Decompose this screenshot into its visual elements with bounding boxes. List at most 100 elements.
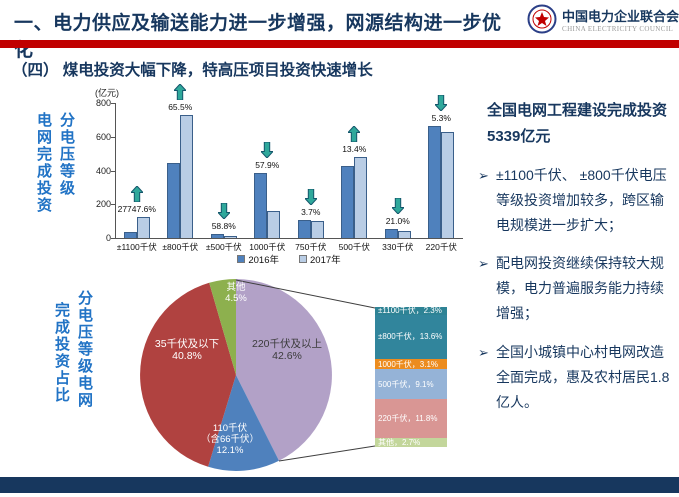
y-tick-label: 600 [95,131,111,142]
y-tick-label: 0 [105,233,111,243]
change-label: 13.4% [342,143,367,154]
bar-2017 [354,156,368,238]
x-category-label: 500千伏 [338,242,370,252]
bar-2017 [267,210,281,238]
stack-segment-label: ±800千伏，13.6% [378,332,443,342]
pie-chart [140,278,376,471]
pie-chart-figure [120,275,470,475]
y-tick-mark [111,136,115,138]
pie-slice-35千伏及以下 [140,282,236,467]
pie-slice-110千伏含66千伏 [208,375,279,471]
change-arrow-down-icon [303,188,318,207]
bullet-arrow-icon: ➢ [478,344,489,360]
page-title: 一、电力供应及输送能力进一步增强，网源结构进一步优化 [14,13,502,61]
summary-bullet-1-text: ±1100千伏、 ±800千伏电压等级投资增加较多，跨区输电规模进一步扩大； [496,166,667,233]
callout-line-bottom [278,445,376,462]
stack-segment: 500千伏，9.1% [375,369,447,400]
x-category-label: ±800千伏 [162,242,199,252]
y-tick-mark [111,238,115,239]
bar-group-±800千伏: 65.5% ±800千伏 [159,83,203,252]
bar-group-220千伏: 5.3% 220千伏 [420,86,464,252]
summary-bullet-2-text: 配电网投资继续保持较大规模，电力普遍服务能力持续增强； [496,255,664,322]
header-divider [0,40,679,48]
change-label: 3.7% [301,207,321,218]
bar-group-±1100千伏: 27747.6% ±1100千伏 [115,86,159,252]
change-arrow-down-icon [216,202,231,220]
stack-segment-label: 其他，2.7% [378,438,421,448]
pie-slice-220千伏及以上 [236,279,332,461]
bar-2016 [297,220,311,238]
bar-group-±500千伏: 58.8% ±500千伏 [202,86,246,252]
bar-2016 [428,125,442,238]
bar-group-750千伏: 3.7% 750千伏 [289,86,333,252]
y-axis-line [115,103,116,238]
org-logo: 中国电力企业联合会 CHINA ELECTRICITY COUNCIL [527,4,679,34]
stack-segment: 220千伏，11.8% [375,399,447,439]
change-label: 65.5% [168,101,193,112]
investment-bar-chart: (亿元) 2016年 2017年 0 200 400 600 800 27747.6% ±1… [85,83,480,278]
footer-bar [0,477,679,493]
change-arrow-up-icon [173,83,188,101]
bar-2016 [254,173,268,238]
bar-chart-side-label-col2: 分电压等级 [58,112,75,197]
x-category-label: 220千伏 [425,242,457,252]
bullet-arrow-icon: ➢ [478,256,489,272]
y-tick-mark [111,204,115,206]
pie-chart-side-label-col1: 完成投资占比 [53,302,70,404]
pie-label-110kv: 110千伏 （含66千伏） 12.1% [200,423,260,456]
org-name-cn: 中国电力企业联合会 [562,8,679,24]
stack-segment: ±1100千伏，2.3% [375,306,447,316]
x-category-label: 750千伏 [295,242,327,252]
x-axis-line [115,238,463,239]
legend-swatch-2016 [237,255,246,263]
stack-segment-label: 220千伏，11.8% [378,414,438,424]
cec-logo-icon [527,4,557,34]
change-arrow-down-icon [260,141,275,159]
bar-2017 [397,230,411,238]
change-arrow-down-icon [434,94,449,112]
bar-2016 [123,232,137,238]
org-name: 中国电力企业联合会 CHINA ELECTRICITY COUNCIL [562,6,679,33]
bar-2016 [341,166,355,238]
stack-segment-label: ±1100千伏，2.3% [378,306,442,316]
change-label: 58.8% [211,220,236,231]
y-tick-mark [111,103,115,104]
section-subtitle: （四） 煤电投资大幅下降，特高压项目投资快速增长 [12,62,373,79]
summary-bullet-3: ➢ 全国小城镇中心村电网改造全面完成，惠及农村居民1.8亿人。 [478,340,674,416]
bar-2016 [210,233,224,238]
bar-2017 [180,114,194,238]
stack-segment-label: 1000千伏，3.1% [378,359,439,369]
bullet-arrow-icon: ➢ [478,167,489,183]
y-tick-label: 400 [95,165,111,176]
bar-2017 [310,220,324,238]
legend-swatch-2017 [299,255,307,263]
bar-2016 [167,162,181,238]
pie-label-220kv-above: 220千伏及以上 42.6% [251,338,323,363]
stack-segment-label: 500千伏，9.1% [378,379,434,389]
change-arrow-up-icon [347,124,362,143]
pie-label-35kv-below: 35千伏及以下 40.8% [154,338,220,363]
change-label: 21.0% [385,215,410,226]
change-label: 57.9% [255,160,280,171]
x-category-label: 1000千伏 [249,242,286,252]
change-label: 5.3% [431,112,451,123]
bar-chart-legend: 2016年 2017年 [115,252,463,266]
bar-group-500千伏: 13.4% 500千伏 [333,86,377,252]
summary-title: 全国电网工程建设完成投资5339亿元 [487,102,668,146]
pie-slice-其他 [209,278,236,375]
change-label: 27747.6% [117,204,156,215]
legend-item-2017: 2017年 [299,252,341,266]
pie-chart-side-label-col2: 分电压等级电网 [76,290,93,409]
y-tick-label: 800 [95,98,111,108]
summary-panel: 全国电网工程建设完成投资5339亿元 ➢ ±1100千伏、 ±800千伏电压等级… [478,98,674,428]
x-category-label: 330千伏 [382,242,414,252]
bar-group-330千伏: 21.0% 330千伏 [376,86,420,252]
legend-label-2016: 2016年 [248,255,279,266]
bar-group-1000千伏: 57.9% 1000千伏 [246,86,290,252]
y-tick-label: 200 [95,199,111,210]
bar-2017 [223,236,237,238]
summary-bullet-2: ➢ 配电网投资继续保持较大规模，电力普遍服务能力持续增强； [478,251,674,327]
stack-segment: 其他，2.7% [375,438,447,447]
y-tick-mark [111,170,115,172]
